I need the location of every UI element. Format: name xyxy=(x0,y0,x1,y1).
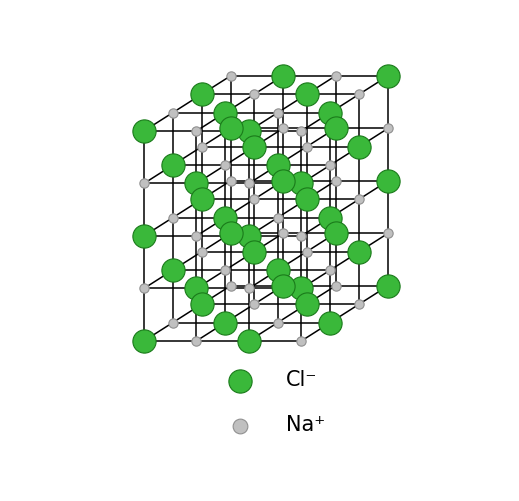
Point xyxy=(326,266,334,274)
Point xyxy=(331,282,339,290)
Point xyxy=(140,232,148,240)
Point xyxy=(326,213,334,221)
Point xyxy=(297,337,306,345)
Point xyxy=(250,247,258,256)
Point xyxy=(226,177,235,185)
Point xyxy=(250,300,258,308)
Point xyxy=(193,232,201,240)
Point xyxy=(193,127,201,135)
Point xyxy=(245,127,253,135)
Point xyxy=(326,161,334,169)
Point xyxy=(169,266,177,274)
Point xyxy=(326,319,334,327)
Point xyxy=(250,90,258,98)
Point xyxy=(250,143,258,151)
Point xyxy=(140,127,148,135)
Point xyxy=(279,177,287,185)
Point xyxy=(274,109,282,117)
Point xyxy=(297,127,306,135)
Point xyxy=(226,72,235,80)
Point xyxy=(303,300,311,308)
Point xyxy=(279,124,287,132)
Point xyxy=(384,229,392,237)
Point xyxy=(221,213,229,221)
Point xyxy=(355,300,363,308)
Point xyxy=(245,232,253,240)
Point xyxy=(279,229,287,237)
Point xyxy=(226,229,235,237)
Point xyxy=(303,195,311,203)
Point xyxy=(274,319,282,327)
Point xyxy=(221,109,229,117)
Point xyxy=(221,161,229,169)
Point xyxy=(169,109,177,117)
Point xyxy=(198,90,206,98)
Point xyxy=(193,285,201,293)
Point xyxy=(221,266,229,274)
Point xyxy=(140,337,148,345)
Point xyxy=(140,179,148,187)
Point xyxy=(226,282,235,290)
Point xyxy=(198,195,206,203)
Point xyxy=(355,143,363,151)
Point xyxy=(355,195,363,203)
Point xyxy=(250,195,258,203)
Point xyxy=(198,247,206,256)
Point xyxy=(274,266,282,274)
Point xyxy=(279,72,287,80)
Point xyxy=(198,300,206,308)
Point xyxy=(303,247,311,256)
Point xyxy=(221,319,229,327)
Point xyxy=(331,72,339,80)
Point xyxy=(384,72,392,80)
Point xyxy=(331,124,339,132)
Point xyxy=(279,282,287,290)
Point xyxy=(384,177,392,185)
Point xyxy=(245,285,253,293)
Legend: Cl⁻, Na⁺: Cl⁻, Na⁺ xyxy=(219,370,325,435)
Point xyxy=(355,90,363,98)
Point xyxy=(193,179,201,187)
Point xyxy=(274,161,282,169)
Point xyxy=(226,124,235,132)
Point xyxy=(297,285,306,293)
Point xyxy=(169,319,177,327)
Point xyxy=(140,285,148,293)
Point xyxy=(384,124,392,132)
Point xyxy=(331,229,339,237)
Point xyxy=(384,282,392,290)
Point xyxy=(169,161,177,169)
Point xyxy=(193,337,201,345)
Point xyxy=(331,177,339,185)
Point xyxy=(297,179,306,187)
Point xyxy=(297,232,306,240)
Point xyxy=(274,213,282,221)
Point xyxy=(169,213,177,221)
Point xyxy=(355,247,363,256)
Point xyxy=(303,90,311,98)
Point xyxy=(326,109,334,117)
Point xyxy=(245,337,253,345)
Point xyxy=(303,143,311,151)
Point xyxy=(245,179,253,187)
Point xyxy=(198,143,206,151)
